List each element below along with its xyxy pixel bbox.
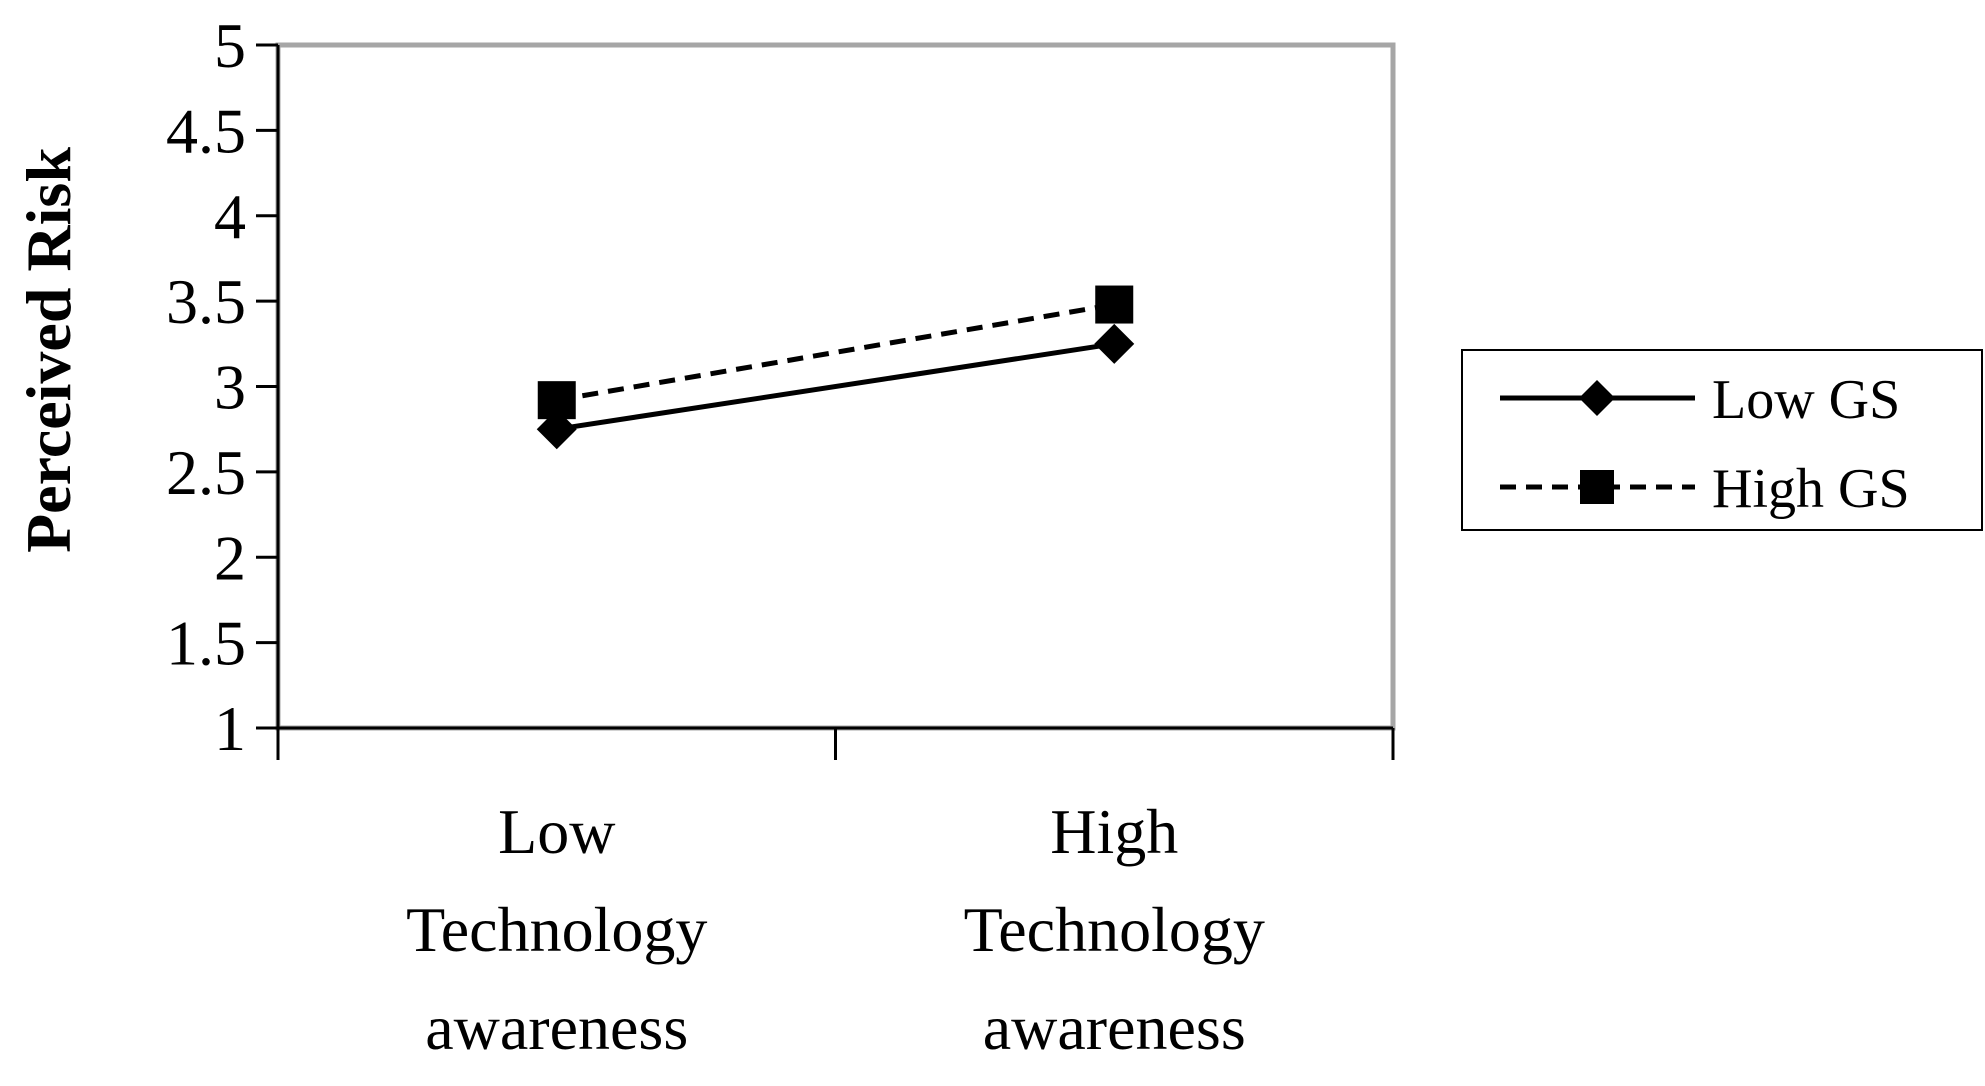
legend-marker xyxy=(1580,470,1614,504)
y-axis-label: Perceived Risk xyxy=(13,147,84,553)
y-tick-label: 1.5 xyxy=(166,608,246,679)
x-tick-label: awareness xyxy=(983,992,1246,1063)
x-tick-label: High xyxy=(1050,796,1178,867)
x-ticks: Low Technology awareness High Technology awar… xyxy=(276,728,1395,1063)
y-tick-label: 4.5 xyxy=(166,95,246,166)
x-tick-label: Technology xyxy=(406,894,707,965)
y-tick-label: 2.5 xyxy=(166,437,246,508)
x-tick-label: Low xyxy=(498,796,615,867)
y-tick-label: 5 xyxy=(214,10,246,81)
series-2-point xyxy=(537,381,576,420)
legend-label: Low GS xyxy=(1712,369,1900,431)
y-tick-label: 3 xyxy=(214,352,246,423)
legend: Low GS High GS xyxy=(1461,349,1983,531)
series-1-point xyxy=(536,409,577,450)
x-tick-label: Technology xyxy=(964,894,1265,965)
series-line-2 xyxy=(556,302,1115,403)
legend-label: High GS xyxy=(1712,458,1910,520)
y-tick-label: 3.5 xyxy=(166,266,246,337)
x-tick-label: awareness xyxy=(425,992,688,1063)
legend-box xyxy=(1461,349,1983,531)
y-tick-label: 1 xyxy=(214,693,246,764)
legend-entries: Low GS High GS xyxy=(1500,369,1910,520)
series-line-1 xyxy=(556,341,1115,432)
legend-marker xyxy=(1579,380,1615,416)
series-1-point xyxy=(1094,323,1135,364)
series-2-point xyxy=(1095,285,1134,324)
y-ticks: 1 1.5 2 2.5 3 3.5 4 4.5 5 xyxy=(166,10,278,764)
series-layer xyxy=(536,285,1135,450)
y-tick-label: 4 xyxy=(214,181,246,252)
y-tick-label: 2 xyxy=(214,522,246,593)
